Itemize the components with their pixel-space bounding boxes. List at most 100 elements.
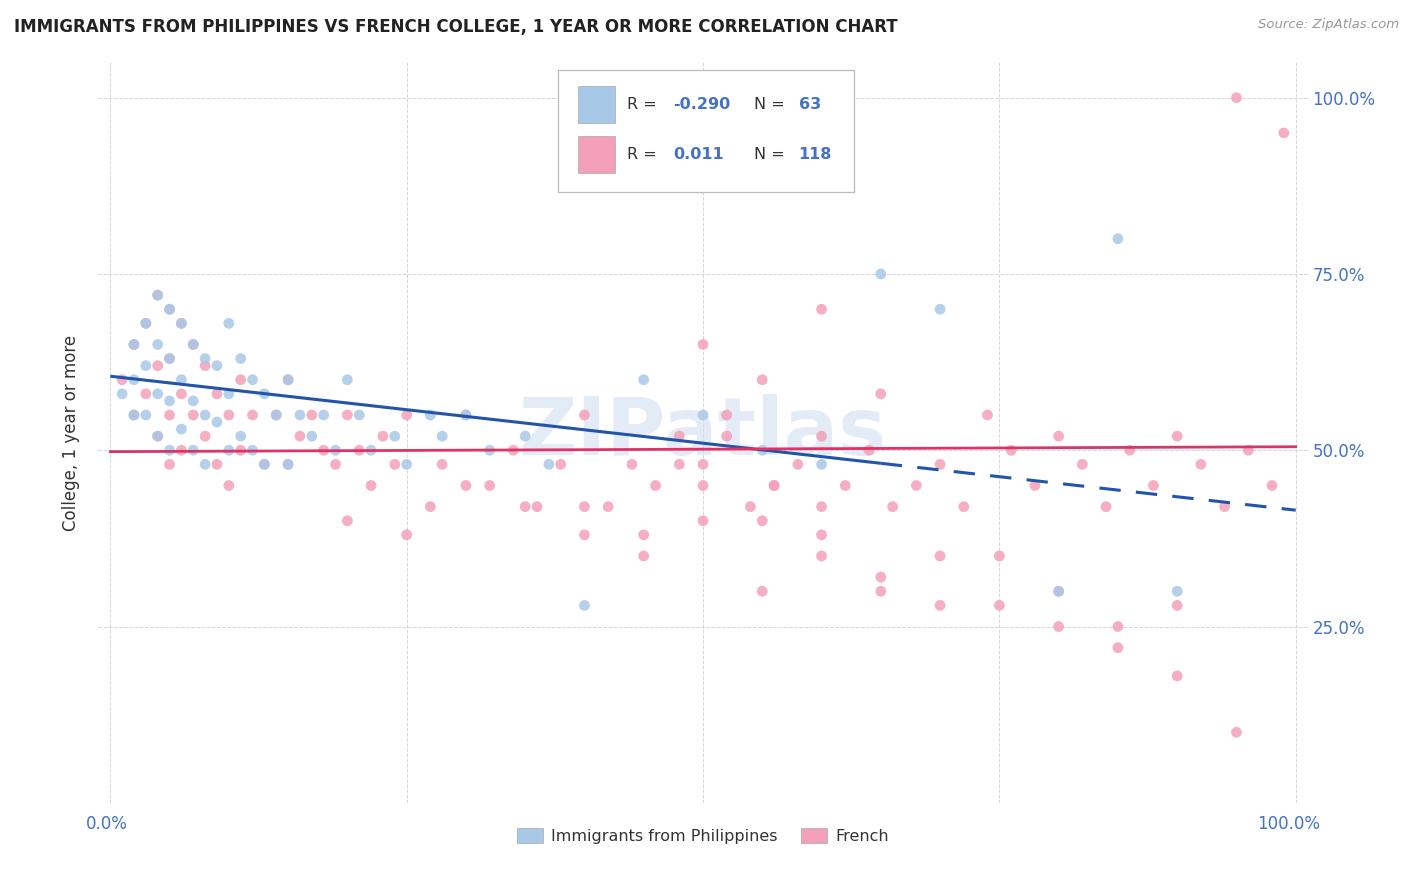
- Point: [1047, 429, 1070, 443]
- Point: [229, 373, 252, 387]
- Point: [1166, 669, 1188, 683]
- Text: 0.0%: 0.0%: [86, 814, 128, 833]
- Point: [312, 443, 335, 458]
- Point: [135, 316, 157, 330]
- Point: [360, 443, 382, 458]
- Point: [526, 500, 548, 514]
- Point: [537, 458, 560, 472]
- Point: [869, 584, 891, 599]
- Point: [122, 408, 145, 422]
- Point: [312, 408, 335, 422]
- Point: [395, 528, 418, 542]
- Point: [1166, 584, 1188, 599]
- Text: N =: N =: [754, 147, 790, 162]
- Point: [253, 458, 276, 472]
- Point: [1047, 619, 1070, 633]
- Point: [384, 429, 406, 443]
- Point: [751, 373, 773, 387]
- Point: [395, 408, 418, 422]
- Point: [277, 373, 299, 387]
- Point: [277, 458, 299, 472]
- Point: [1225, 725, 1247, 739]
- Point: [336, 514, 359, 528]
- FancyBboxPatch shape: [558, 70, 855, 192]
- Point: [432, 429, 454, 443]
- Point: [1107, 640, 1129, 655]
- Point: [550, 458, 572, 472]
- Point: [633, 373, 655, 387]
- Point: [264, 408, 287, 422]
- Point: [384, 458, 406, 472]
- Point: [218, 387, 240, 401]
- Point: [1237, 443, 1260, 458]
- Point: [111, 373, 134, 387]
- Point: [1047, 584, 1070, 599]
- Point: [1000, 443, 1022, 458]
- Point: [301, 429, 323, 443]
- Point: [574, 408, 596, 422]
- Point: [692, 337, 714, 351]
- Point: [810, 549, 832, 563]
- Point: [620, 458, 643, 472]
- Point: [644, 478, 666, 492]
- Point: [135, 387, 157, 401]
- Point: [454, 478, 477, 492]
- Point: [1261, 478, 1284, 492]
- Point: [929, 458, 952, 472]
- Point: [181, 443, 204, 458]
- Point: [194, 429, 217, 443]
- Point: [882, 500, 904, 514]
- Point: [347, 408, 370, 422]
- Y-axis label: College, 1 year or more: College, 1 year or more: [62, 334, 80, 531]
- Point: [170, 373, 193, 387]
- Point: [1225, 91, 1247, 105]
- Point: [988, 599, 1011, 613]
- Text: 63: 63: [799, 97, 821, 112]
- Point: [929, 599, 952, 613]
- Point: [751, 443, 773, 458]
- Point: [146, 288, 169, 302]
- Point: [264, 408, 287, 422]
- Point: [419, 500, 441, 514]
- Text: R =: R =: [627, 97, 662, 112]
- Point: [668, 458, 690, 472]
- Point: [905, 478, 928, 492]
- Point: [242, 373, 264, 387]
- Point: [122, 373, 145, 387]
- Point: [181, 337, 204, 351]
- Point: [205, 387, 228, 401]
- Point: [253, 387, 276, 401]
- Point: [159, 443, 181, 458]
- Point: [146, 429, 169, 443]
- Point: [1107, 619, 1129, 633]
- Point: [574, 528, 596, 542]
- Legend: Immigrants from Philippines, French: Immigrants from Philippines, French: [510, 822, 896, 850]
- Point: [205, 458, 228, 472]
- Point: [395, 458, 418, 472]
- Point: [869, 267, 891, 281]
- Point: [122, 408, 145, 422]
- Point: [478, 478, 501, 492]
- Point: [181, 393, 204, 408]
- Point: [194, 408, 217, 422]
- Point: [360, 478, 382, 492]
- Point: [122, 337, 145, 351]
- Point: [371, 429, 394, 443]
- Point: [218, 316, 240, 330]
- Point: [336, 408, 359, 422]
- Point: [146, 359, 169, 373]
- Point: [574, 500, 596, 514]
- Point: [810, 458, 832, 472]
- Point: [834, 478, 856, 492]
- Point: [929, 549, 952, 563]
- Point: [763, 478, 786, 492]
- Point: [740, 500, 762, 514]
- Point: [810, 528, 832, 542]
- Point: [170, 443, 193, 458]
- Point: [194, 458, 217, 472]
- Point: [1142, 478, 1164, 492]
- Point: [242, 408, 264, 422]
- Point: [229, 443, 252, 458]
- Point: [988, 549, 1011, 563]
- Point: [1071, 458, 1094, 472]
